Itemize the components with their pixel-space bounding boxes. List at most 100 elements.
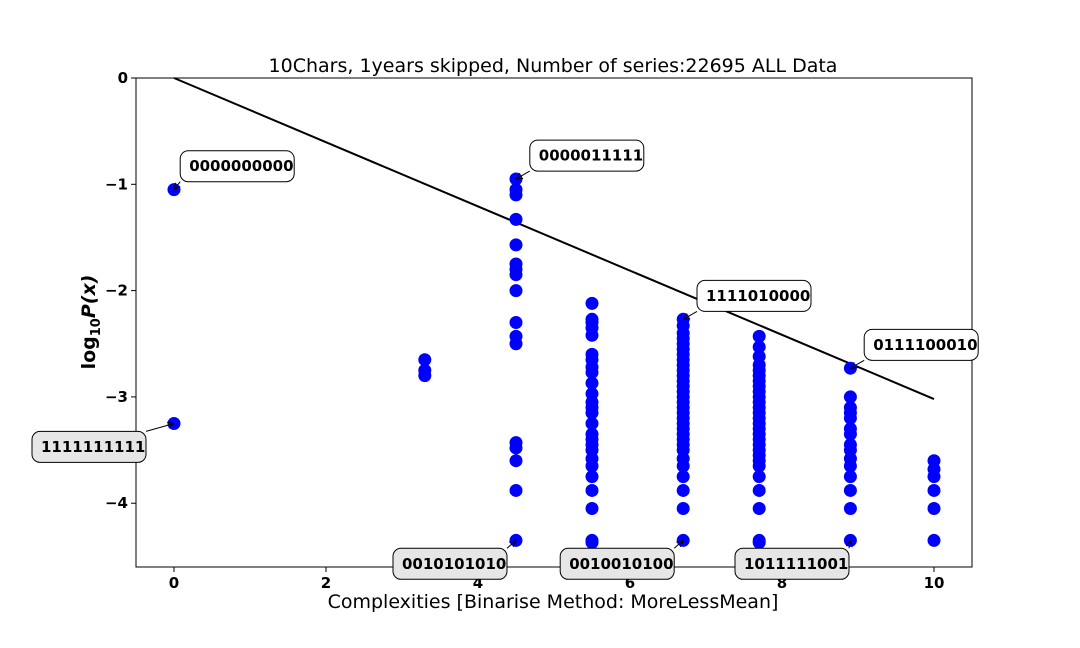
data-point — [585, 536, 599, 550]
annotation-arrow — [145, 423, 175, 432]
data-point — [585, 459, 599, 473]
data-point — [585, 470, 599, 484]
x-tick-label: 0 — [169, 574, 179, 592]
data-point — [676, 459, 690, 473]
x-tick-label: 2 — [321, 574, 331, 592]
data-point — [843, 390, 857, 404]
data-point — [752, 459, 766, 473]
annotation-label: 1011111001 — [744, 555, 848, 573]
x-tick-label: 4 — [473, 574, 483, 592]
annotation-arrowhead — [173, 182, 181, 191]
data-point — [676, 470, 690, 484]
data-point — [843, 427, 857, 441]
annotation-arrowhead — [515, 172, 524, 180]
data-point — [585, 328, 599, 342]
data-point — [927, 502, 941, 516]
x-tick-label: 6 — [625, 574, 635, 592]
annotation-arrow — [173, 181, 181, 190]
y-tick-label: −4 — [105, 494, 128, 512]
annotation-arrowhead — [849, 362, 858, 369]
data-point — [676, 483, 690, 497]
data-point — [509, 268, 523, 282]
y-tick-label: −1 — [105, 175, 128, 193]
annotation-arrow — [506, 540, 517, 549]
data-point — [927, 483, 941, 497]
data-point — [752, 329, 766, 343]
annotation-arrow — [850, 359, 865, 369]
data-point — [509, 238, 523, 252]
data-point — [418, 353, 432, 367]
data-point — [585, 296, 599, 310]
annotation: 0000000000 — [173, 150, 295, 191]
data-point — [509, 441, 523, 455]
annotation-arrowhead — [167, 421, 175, 429]
annotation: 1111111111 — [31, 421, 175, 463]
data-point — [585, 483, 599, 497]
plot-area — [167, 77, 941, 550]
data-point — [843, 459, 857, 473]
annotations: 0000000000 1111111111 0000011111 1111010000… — [31, 139, 979, 580]
data-point — [927, 470, 941, 484]
annotation-arrow — [673, 540, 684, 549]
data-point — [752, 502, 766, 516]
annotation-box — [863, 328, 979, 361]
annotation-arrowhead — [845, 540, 853, 548]
data-point — [843, 502, 857, 516]
annotation-arrowhead — [682, 313, 691, 320]
data-point — [585, 376, 599, 390]
annotation-label: 1111010000 — [706, 287, 810, 305]
annotation: 1111010000 — [682, 279, 812, 320]
y-tick-label: 0 — [118, 69, 128, 87]
chart-title: 10Chars, 1years skipped, Number of serie… — [269, 55, 838, 77]
data-point — [509, 188, 523, 202]
annotation-box — [529, 139, 645, 172]
data-point — [418, 369, 432, 383]
y-axis-label-subscript: 10 — [89, 318, 104, 336]
annotation-arrow — [848, 540, 851, 549]
plot-frame — [135, 77, 973, 568]
annotation-label: 0010101010 — [402, 555, 506, 573]
annotation-arrowhead — [676, 539, 684, 548]
y-axis-label-expression: P(x) — [78, 275, 100, 319]
annotation-box — [696, 279, 812, 312]
data-point — [585, 416, 599, 430]
data-point — [752, 536, 766, 550]
annotation-arrow — [515, 170, 531, 180]
annotation-label: 0000000000 — [189, 157, 293, 175]
x-axis-label: Complexities [Binarise Method: MoreLessM… — [328, 591, 779, 613]
data-point — [585, 502, 599, 516]
data-point — [509, 454, 523, 468]
y-axis-label-base: log — [78, 336, 100, 369]
annotation-box — [392, 547, 508, 580]
data-point — [752, 470, 766, 484]
annotation-label: 0111100010 — [873, 336, 977, 354]
data-point — [585, 365, 599, 379]
x-tick-label: 10 — [924, 574, 945, 592]
annotation-box — [734, 547, 850, 580]
y-tick-label: −3 — [105, 388, 128, 406]
y-axis-label: log10P(x) — [78, 275, 104, 370]
data-point — [585, 406, 599, 420]
data-point — [509, 212, 523, 226]
annotation-box — [31, 430, 147, 463]
annotation: 0111100010 — [849, 328, 979, 369]
annotation-label: 1111111111 — [41, 438, 145, 456]
annotation-box — [559, 547, 675, 580]
annotation: 1011111001 — [734, 540, 853, 580]
data-point — [927, 533, 941, 547]
annotation-box — [179, 150, 295, 183]
annotation-label: 0000011111 — [539, 147, 643, 165]
data-point — [843, 470, 857, 484]
data-point — [843, 411, 857, 425]
data-point — [509, 483, 523, 497]
x-tick-label: 8 — [777, 574, 787, 592]
annotation: 0010101010 — [392, 539, 517, 580]
data-point — [752, 340, 766, 354]
data-point — [676, 502, 690, 516]
annotation-arrowhead — [509, 539, 517, 548]
data-point — [752, 483, 766, 497]
data-point — [509, 284, 523, 298]
y-tick-label: −2 — [105, 282, 128, 300]
data-point — [843, 483, 857, 497]
